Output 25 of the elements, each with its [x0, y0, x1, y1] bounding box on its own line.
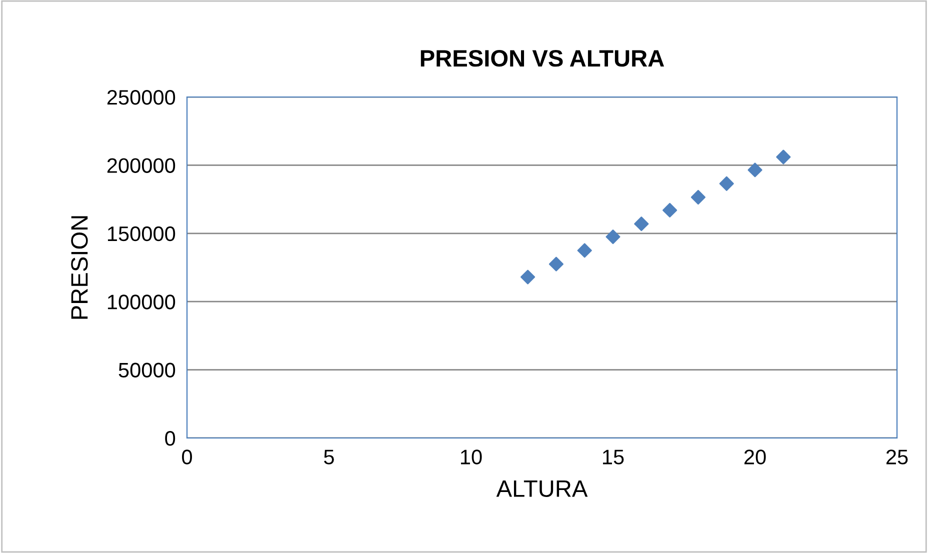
point: [520, 270, 536, 284]
y-tick-label: 150000: [108, 226, 176, 242]
chart-title: PRESION VS ALTURA: [420, 50, 664, 67]
x-tick-label: 15: [603, 450, 624, 464]
y-tick-label: 0: [165, 431, 176, 446]
x-tick-label: 5: [324, 450, 334, 464]
x-tick-label: 0: [182, 450, 192, 464]
point: [634, 216, 649, 232]
x-tick-label: 10: [461, 450, 482, 464]
y-axis-title: PRESION: [71, 216, 88, 319]
point: [606, 230, 620, 244]
x-tick-label: 25: [886, 450, 908, 464]
point: [690, 190, 706, 205]
point: [748, 162, 762, 178]
y-tick-label: 100000: [108, 294, 176, 310]
point: [719, 176, 734, 191]
x-axis-title: ALTURA: [496, 480, 588, 497]
point: [577, 243, 592, 258]
point: [662, 202, 678, 218]
point: [548, 256, 564, 272]
point: [776, 150, 791, 164]
x-tick-label: 20: [744, 450, 766, 464]
y-tick-label: 250000: [107, 90, 176, 105]
y-tick-label: 200000: [107, 158, 176, 173]
y-tick-label: 50000: [118, 362, 176, 378]
